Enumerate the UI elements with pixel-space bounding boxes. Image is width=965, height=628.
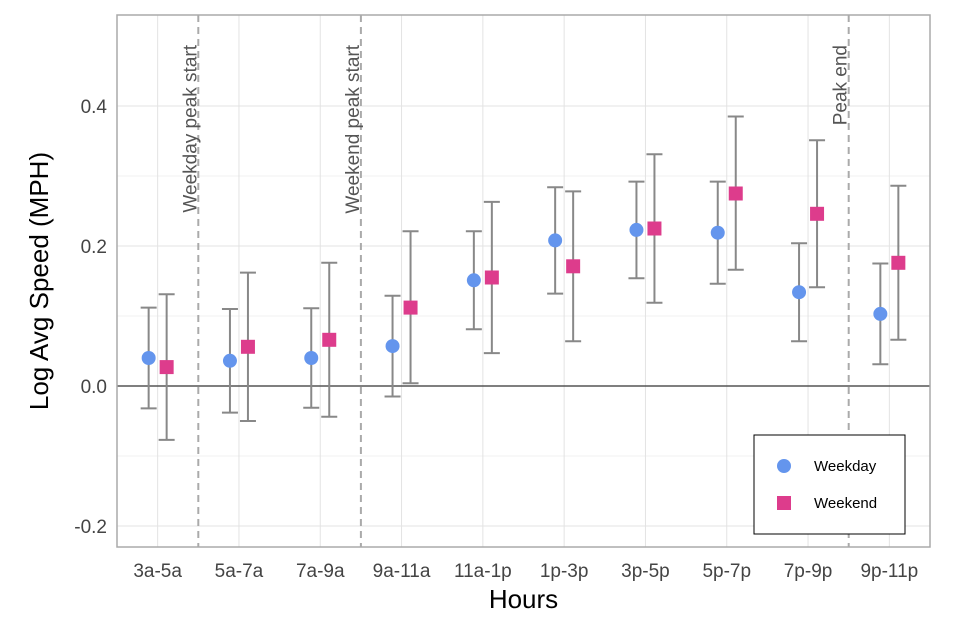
x-axis-title: Hours [489,584,558,614]
reference-line-label: Weekday peak start [180,44,201,212]
y-tick-label: -0.2 [74,517,107,538]
x-tick-label: 9a-11a [373,561,431,582]
x-tick-label: 7a-9a [296,561,345,582]
data-point-weekend [728,186,743,201]
data-point-weekday [548,233,563,248]
data-point-weekend [647,221,662,236]
data-point-weekday [466,273,481,288]
legend-label: Weekend [814,495,877,512]
x-tick-label: 3a-5a [133,561,182,582]
legend-box [753,434,906,535]
y-tick-label: 0.4 [81,97,108,118]
data-point-weekday [222,353,237,368]
y-tick-label: 0.2 [81,237,107,258]
legend-weekday-marker [777,459,791,473]
x-tick-label: 1p-3p [540,561,589,582]
data-point-weekend [240,339,255,354]
data-point-weekend [810,206,825,221]
data-point-weekend [322,332,337,347]
legend-weekend-marker [777,496,791,510]
y-tick-label: 0.0 [81,377,107,398]
x-tick-label: 9p-11p [860,561,918,582]
data-point-weekday [710,225,725,240]
data-point-weekday [385,339,400,354]
data-point-weekday [141,351,156,365]
data-point-weekend [566,259,581,274]
x-tick-label: 5p-7p [702,561,751,582]
data-point-weekend [891,255,906,270]
y-axis-title: Log Avg Speed (MPH) [24,152,54,410]
reference-line-label: Peak end [831,45,852,125]
x-tick-label: 11a-1p [454,561,512,582]
x-tick-label: 5a-7a [215,561,264,582]
data-point-weekend [403,300,418,315]
plot-border [116,14,931,548]
reference-line-label: Weekend peak start [343,44,364,213]
legend-label: Weekday [814,458,877,475]
data-point-weekday [873,306,888,321]
data-point-weekday [304,351,319,365]
x-tick-label: 3p-5p [621,561,670,582]
x-tick-label: 7p-9p [784,561,833,582]
data-point-weekday [629,222,644,237]
data-point-weekend [159,360,174,375]
data-point-weekend [484,270,499,285]
data-point-weekday [792,285,807,300]
